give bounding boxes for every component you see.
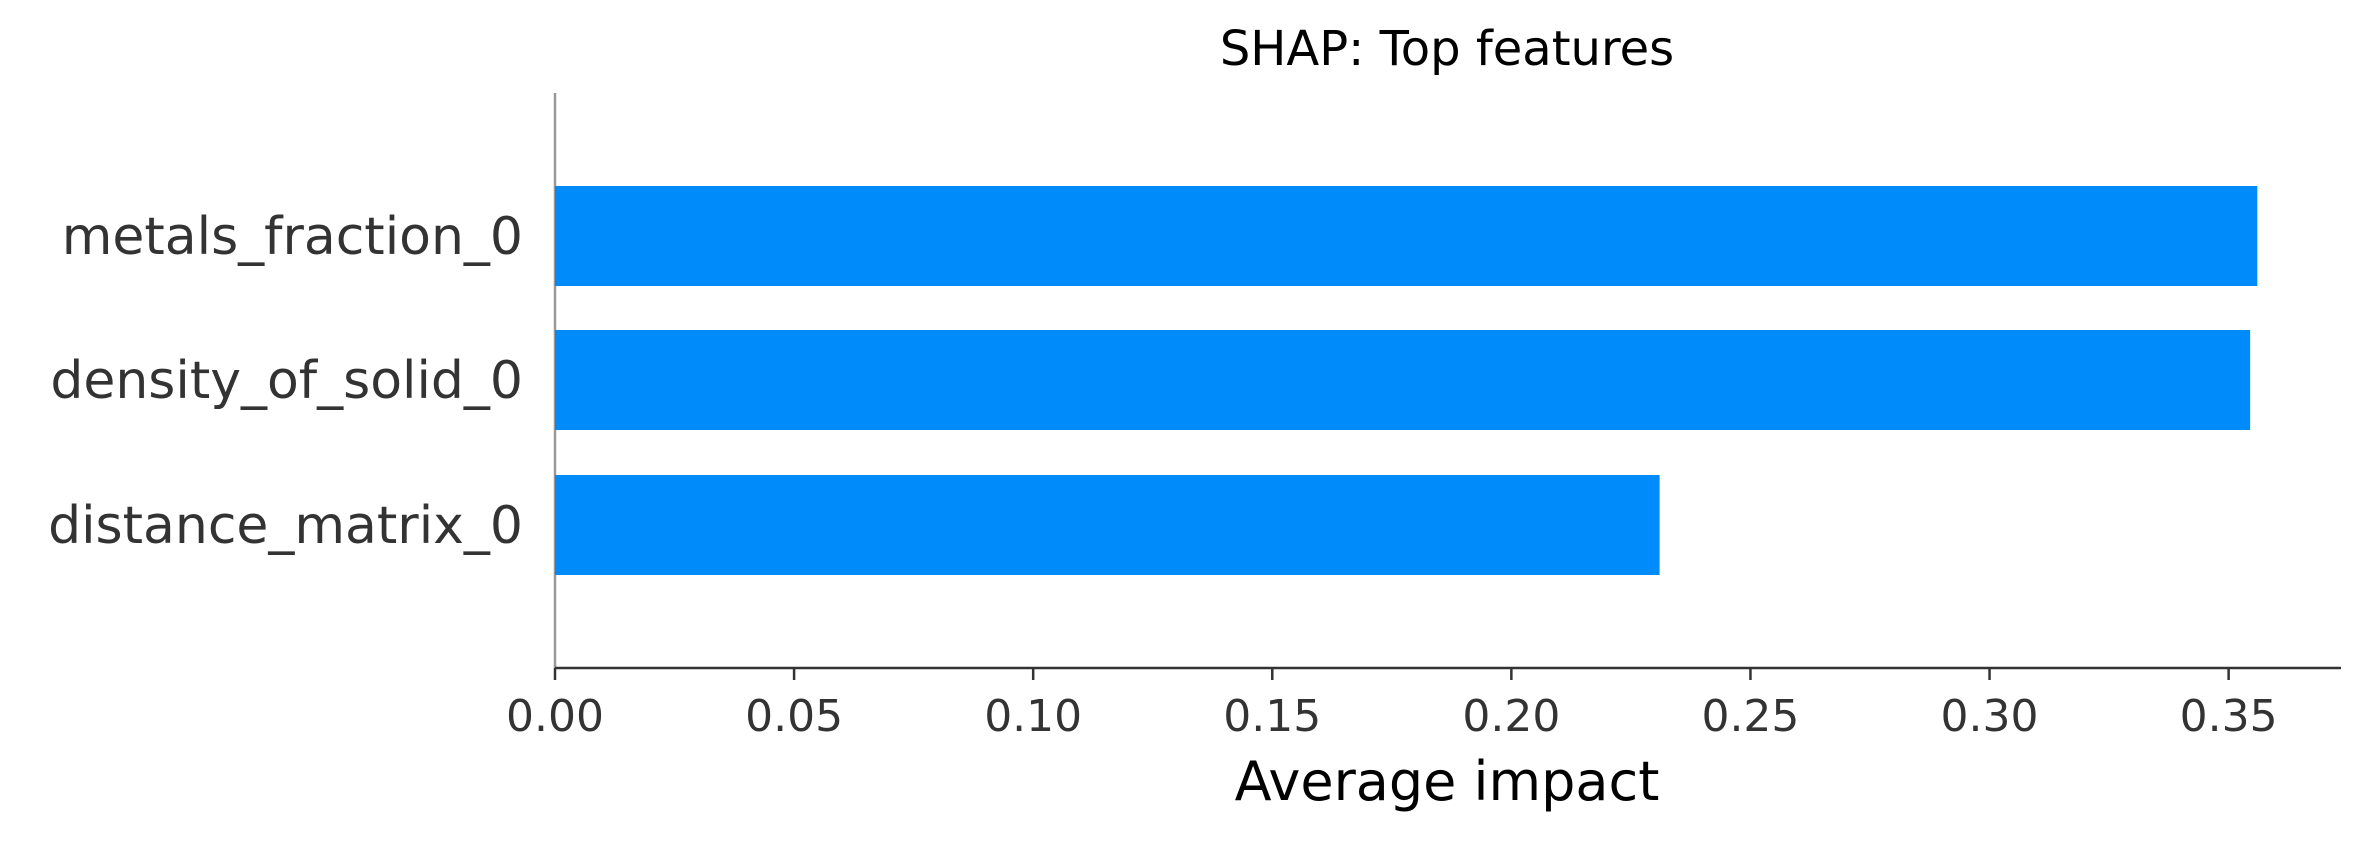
x-ticks-group: 0.00 0.05 0.10 0.15 0.20 0.25 0.30 0.35 [506, 668, 2278, 742]
bar-density-of-solid-0 [555, 330, 2251, 430]
x-tick-label: 0.30 [1941, 691, 2039, 742]
x-axis-label: Average impact [1235, 750, 1660, 813]
x-tick-label: 0.20 [1462, 691, 1560, 742]
x-tick-label: 0.15 [1223, 691, 1321, 742]
category-label: distance_matrix_0 [48, 496, 523, 556]
category-label: density_of_solid_0 [50, 351, 523, 411]
x-tick-label: 0.35 [2180, 691, 2278, 742]
x-tick-label: 0.00 [506, 691, 604, 742]
category-label: metals_fraction_0 [62, 207, 523, 267]
category-labels-group: metals_fraction_0 density_of_solid_0dista… [48, 207, 523, 556]
bar-metals-fraction-0 [555, 186, 2258, 286]
x-tick-label: 0.05 [745, 691, 843, 742]
chart-title: SHAP: Top features [1220, 21, 1674, 77]
x-tick-label: 0.25 [1701, 691, 1799, 742]
bar-distance-matrix-0 [555, 475, 1660, 575]
x-tick-label: 0.10 [984, 691, 1082, 742]
bars-group [555, 186, 2258, 575]
